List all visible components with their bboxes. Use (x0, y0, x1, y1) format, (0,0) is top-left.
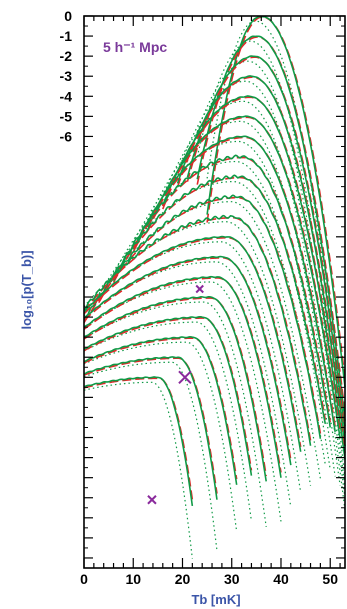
y-tick-label: -5 (60, 108, 73, 124)
y-tick-label: -1 (60, 28, 73, 44)
dotted-curve (83, 361, 218, 551)
x-tick-label: 0 (80, 571, 88, 587)
dotted-curve (147, 120, 341, 486)
ticks-group: 0 -1 -2 -3 -4 -5 -6 0 10 20 30 40 50 (60, 8, 345, 587)
solid-curve (83, 356, 218, 500)
dotted-curve (83, 341, 238, 532)
dashed-curve (83, 377, 194, 500)
solid-curve (83, 255, 292, 466)
y-tick-label: 0 (64, 8, 72, 24)
x-tick-label: 50 (322, 571, 338, 587)
cross-marker (147, 495, 157, 505)
y-tick-label: -4 (60, 88, 73, 104)
curves-group (83, 15, 346, 559)
dashed-curve (83, 216, 312, 441)
dashed-curve (83, 257, 292, 461)
cross-marker (195, 284, 204, 294)
x-tick-label: 10 (125, 571, 141, 587)
solid-curve (83, 194, 322, 439)
solid-curve (83, 214, 312, 446)
y-tick-label: -6 (60, 128, 73, 144)
dotted-curve (83, 261, 292, 508)
dotted-curve (186, 60, 346, 489)
cross-marker-stroke (147, 495, 157, 505)
solid-curve (83, 376, 194, 507)
dotted-curve (83, 201, 321, 479)
solid-curve (98, 174, 327, 425)
solid-curve (112, 154, 332, 428)
chart-annotation: 5 h⁻¹ Mpc (103, 39, 167, 55)
dotted-curve (206, 20, 346, 447)
dotted-curve (83, 241, 302, 493)
solid-curve (83, 315, 253, 476)
solid-curve (186, 55, 346, 434)
x-tick-label: 40 (273, 571, 289, 587)
solid-curve (83, 296, 268, 482)
y-tick-label: -2 (60, 48, 73, 64)
solid-curve (147, 115, 341, 439)
x-tick-label: 20 (175, 571, 191, 587)
solid-curve (132, 135, 336, 432)
dashed-curve (83, 317, 253, 471)
cross-marker-stroke (178, 370, 192, 385)
solid-curve (162, 95, 346, 460)
plot-frame (83, 15, 346, 569)
x-tick-label: 30 (224, 571, 240, 587)
solid-curve (83, 275, 282, 478)
y-axis-title: log₁₀[p(T_b)] (19, 250, 34, 329)
dotted-curve (83, 381, 193, 559)
solid-curve (176, 75, 346, 447)
dashed-curve (83, 196, 322, 434)
dotted-curve (132, 140, 336, 477)
markers-group (147, 284, 204, 505)
cross-marker-stroke (195, 284, 204, 294)
dashed-curve (147, 116, 341, 433)
solid-curve (83, 336, 238, 485)
dashed-curve (112, 156, 332, 423)
y-tick-label: -3 (60, 68, 73, 84)
dashed-curve (83, 297, 268, 477)
dashed-curve (83, 357, 218, 494)
cross-marker (178, 370, 192, 385)
dotted-curve (83, 281, 282, 522)
solid-curve (83, 235, 302, 452)
x-axis-title: Tb [mK] (191, 592, 240, 607)
